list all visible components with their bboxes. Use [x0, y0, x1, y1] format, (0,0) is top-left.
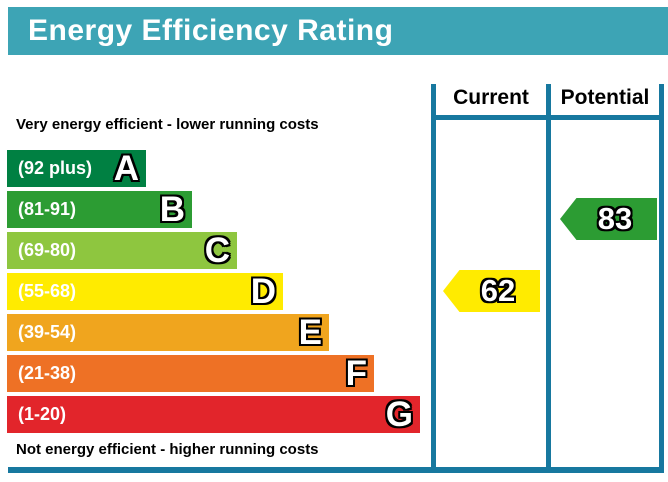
band-range-label: (92 plus) [18, 158, 93, 178]
band-letter: D [250, 272, 276, 311]
band-range-label: (1-20) [18, 404, 67, 424]
rating-band-A: (92 plus) A [7, 150, 146, 187]
table-border-right [659, 84, 664, 473]
page-title-bar: Energy Efficiency Rating [8, 7, 668, 55]
rating-band-G: (1-20) G [7, 396, 420, 433]
column-header-current: Current [453, 86, 529, 109]
table-border-left [431, 84, 436, 473]
band-range-label: (39-54) [18, 322, 77, 342]
rating-band-F: (21-38) F [7, 355, 374, 392]
band-range-label: (81-91) [18, 199, 77, 219]
rating-band-B: (81-91) B [7, 191, 192, 228]
band-letter: C [204, 231, 230, 270]
band-letter: F [345, 354, 367, 393]
caption-not-efficient: Not energy efficient - higher running co… [16, 441, 319, 458]
current-rating-arrow: 62 [443, 270, 540, 312]
page-title: Energy Efficiency Rating [28, 14, 394, 47]
table-header-underline [431, 115, 664, 120]
band-letter: A [113, 149, 139, 188]
column-header-potential: Potential [560, 86, 650, 109]
potential-rating-arrow: 83 [560, 198, 657, 240]
band-letter: E [298, 313, 322, 352]
band-letter: B [159, 190, 185, 229]
band-range-label: (21-38) [18, 363, 77, 383]
caption-very-efficient: Very energy efficient - lower running co… [16, 116, 319, 133]
band-range-label: (55-68) [18, 281, 77, 301]
band-range-label: (69-80) [18, 240, 77, 260]
band-letter: G [385, 395, 413, 434]
potential-rating-value: 83 [597, 201, 633, 236]
table-border-bottom [8, 467, 664, 473]
rating-band-D: (55-68) D [7, 273, 283, 310]
table-border-middle [546, 84, 551, 473]
current-rating-value: 62 [480, 273, 516, 308]
rating-band-C: (69-80) C [7, 232, 237, 269]
rating-band-E: (39-54) E [7, 314, 329, 351]
